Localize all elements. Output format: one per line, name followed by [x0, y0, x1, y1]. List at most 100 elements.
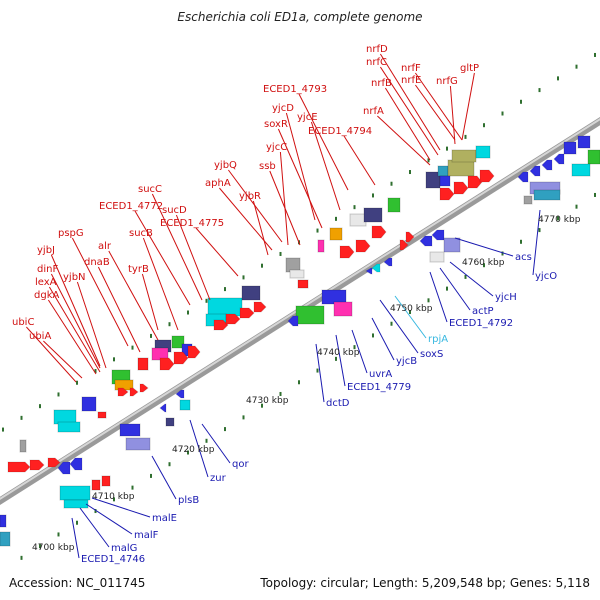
ruler-tick	[187, 310, 189, 315]
scale-label: 4700 kbp	[32, 543, 75, 553]
gene-feature	[439, 175, 451, 187]
label-leader	[449, 85, 456, 145]
gene-feature	[125, 437, 151, 451]
ruler-tick	[76, 520, 78, 525]
label-leader	[298, 93, 349, 191]
gene-feature	[19, 439, 27, 453]
label-leader	[414, 84, 456, 141]
gene-feature	[371, 263, 381, 273]
ruler-tick	[298, 380, 300, 385]
gene-label: ECED1_4779	[347, 382, 411, 393]
scale-label: 4760 kbp	[462, 258, 505, 268]
ruler-tick	[557, 216, 559, 221]
gene-feature	[475, 145, 491, 159]
ruler-tick	[113, 497, 115, 502]
gene-feature	[165, 417, 175, 427]
label-leader	[454, 237, 514, 257]
gene-feature	[363, 207, 383, 223]
gene-label: acs	[515, 252, 532, 263]
gene-label: ECED1_4775	[160, 218, 224, 229]
gene-feature	[443, 237, 461, 253]
gene-feature	[139, 383, 149, 393]
ruler-tick	[594, 192, 596, 197]
gene-label: plsB	[178, 495, 199, 506]
gene-label: sucB	[129, 228, 153, 239]
label-leader	[43, 340, 83, 379]
gene-label: tyrB	[128, 264, 149, 275]
label-leader	[343, 135, 376, 186]
gene-feature	[179, 399, 191, 411]
gene-feature	[333, 301, 353, 317]
ruler-tick	[353, 205, 356, 210]
label-leader	[219, 187, 273, 251]
gene-feature	[0, 531, 11, 547]
label-leader	[50, 254, 101, 367]
ruler-tick	[372, 193, 374, 198]
label-leader	[91, 497, 151, 518]
gene-feature	[173, 351, 189, 365]
label-leader	[26, 326, 77, 383]
ruler-tick	[446, 286, 448, 291]
gene-feature	[239, 307, 255, 319]
ruler-tick	[57, 532, 60, 537]
gene-label: qor	[232, 459, 249, 470]
ruler-tick	[39, 544, 41, 549]
gene-label: ECED1_4794	[308, 126, 372, 137]
label-leader	[189, 419, 209, 478]
label-leader	[394, 295, 427, 339]
genome-metadata-text: Topology: circular; Length: 5,209,548 bp…	[260, 576, 590, 590]
ruler-tick	[261, 403, 263, 408]
ruler-tick	[427, 298, 430, 303]
gene-label: yjcE	[297, 112, 318, 123]
gene-label: malF	[134, 530, 159, 541]
gene-label: yjcD	[272, 103, 294, 114]
gene-label: nrfF	[401, 63, 421, 74]
gene-label: ECED1_4792	[449, 318, 513, 329]
gene-label: ubiC	[12, 317, 34, 328]
label-leader	[429, 271, 448, 323]
ruler-tick	[187, 450, 189, 455]
ruler-tick	[150, 333, 152, 338]
label-leader	[371, 317, 395, 361]
label-leader	[315, 343, 325, 403]
ruler-tick	[2, 427, 4, 432]
ruler-tick	[501, 251, 504, 256]
gene-label: yjcC	[266, 142, 287, 153]
gene-label: malE	[152, 513, 177, 524]
ruler-tick	[131, 345, 134, 350]
gene-feature	[59, 485, 91, 501]
gene-feature	[47, 457, 61, 468]
ruler-tick	[242, 415, 245, 420]
label-leader	[269, 170, 301, 246]
gene-label: ssb	[259, 161, 276, 172]
label-leader	[384, 87, 431, 161]
ruler-tick	[390, 321, 393, 326]
label-leader	[449, 261, 494, 297]
gene-feature	[207, 297, 243, 317]
gene-label: rpjA	[428, 334, 448, 345]
gene-label: nrfE	[401, 75, 421, 86]
gene-feature	[63, 499, 89, 509]
scale-labels: 4700 kbp 4710 kbp 4720 kbp 4730 kbp 4740 kbp…	[32, 215, 581, 553]
gene-feature	[287, 315, 299, 327]
ruler-tick	[94, 509, 97, 514]
label-leader	[142, 237, 179, 331]
gene-label: alr	[98, 241, 112, 252]
ruler-tick	[575, 204, 578, 209]
ruler-tick	[279, 391, 282, 396]
gene-label: yjbN	[63, 272, 86, 283]
ruler-tick	[94, 369, 97, 374]
gene-feature	[431, 229, 445, 241]
gene-feature	[587, 149, 600, 165]
gene-label: yjcH	[495, 292, 517, 303]
gene-feature	[371, 225, 387, 239]
ruler-tick	[57, 392, 60, 397]
label-leader	[379, 53, 441, 151]
gene-label: sucD	[162, 205, 187, 216]
gene-label: yjbJ	[37, 245, 55, 256]
ruler-tick	[261, 263, 263, 268]
gene-feature	[563, 141, 577, 155]
gene-feature	[399, 239, 409, 251]
gene-feature	[541, 159, 553, 171]
